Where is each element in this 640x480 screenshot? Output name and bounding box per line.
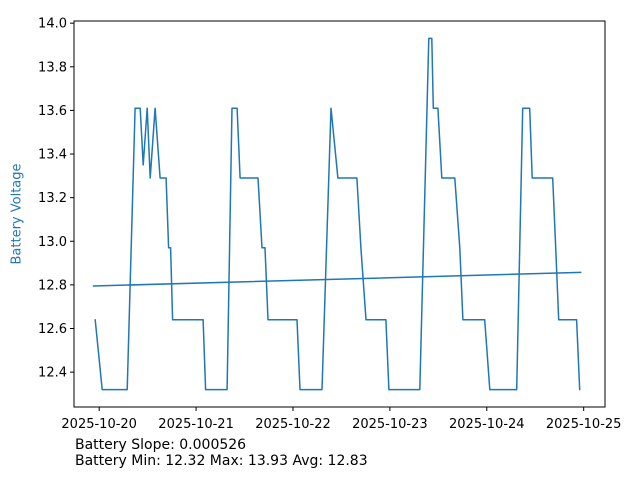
- x-tick-label: 2025-10-20: [61, 417, 137, 432]
- y-tick-label: 14.0: [38, 17, 67, 32]
- x-tick-label: 2025-10-22: [255, 417, 331, 432]
- x-tick-label: 2025-10-23: [352, 417, 428, 432]
- y-tick-label: 13.2: [38, 191, 67, 206]
- voltage-line: [94, 37, 581, 391]
- stats-annotation: Battery Slope: 0.000526 Battery Min: 12.…: [75, 437, 368, 469]
- trend-line: [92, 271, 582, 287]
- y-tick-label: 12.8: [38, 278, 67, 293]
- y-tick-label: 12.4: [38, 366, 67, 381]
- x-tick-label: 2025-10-25: [546, 417, 622, 432]
- y-tick-label: 13.0: [38, 235, 67, 250]
- plot-frame: [73, 20, 606, 408]
- stats-slope-line: Battery Slope: 0.000526: [75, 437, 247, 453]
- stats-minmax-line: Battery Min: 12.32 Max: 13.93 Avg: 12.83: [75, 453, 368, 469]
- y-tick-label: 13.6: [38, 104, 67, 119]
- y-tick-label: 12.6: [38, 322, 67, 337]
- x-tick-label: 2025-10-24: [449, 417, 525, 432]
- x-tick-label: 2025-10-21: [158, 417, 234, 432]
- y-axis-title: Battery Voltage: [9, 163, 25, 265]
- y-tick-label: 13.8: [38, 60, 67, 75]
- y-tick-label: 13.4: [38, 148, 67, 163]
